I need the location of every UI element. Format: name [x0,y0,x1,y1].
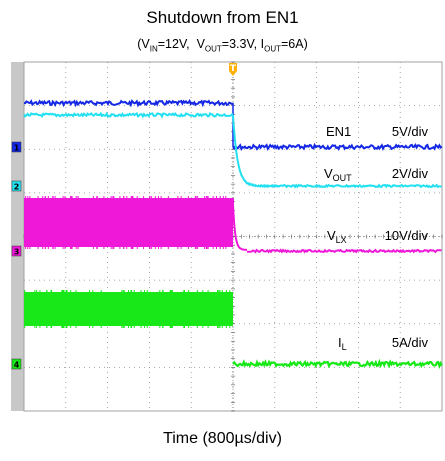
subtitle-vout-value: =3.3V, [221,37,258,51]
channel-name-2: VOUT [324,166,352,183]
channel-name-subscript: LX [336,235,347,245]
channel-name-symbol: V [327,228,336,243]
channel-name-3: VLX [327,228,347,245]
trace-vout-high [23,111,234,119]
subtitle-iout-value: =6A) [281,37,308,51]
subtitle-vin-symbol: V [141,37,150,51]
channel-name-subscript: L [342,342,347,352]
chart-subtitle: (VIN=12V, VOUT=3.3V, IOUT=6A) [0,37,445,54]
channel-strip [11,62,24,411]
channel-name-subscript: OUT [333,173,353,183]
channel-scale-3: 10V/div [385,228,429,243]
channel-scale-4: 5A/div [392,335,429,350]
channel-marker-1 [11,141,22,153]
channel-marker-3 [11,245,22,257]
subtitle-iout-symbol: I [260,37,265,51]
trace-il-zero [232,358,443,369]
channel-marker-label-3: 3 [14,248,20,257]
chart-title: Shutdown from EN1 [146,8,299,27]
channel-name-4: IL [338,335,347,352]
trigger-marker-label: T [230,64,237,74]
channel-scale-1: 5V/div [392,124,429,139]
x-axis-label: Time (800µs/div) [163,430,282,447]
channel-marker-2 [11,180,22,192]
channel-name-1: EN1 [326,124,351,139]
channel-marker-4 [11,358,22,370]
channel-scale-2: 2V/div [392,166,429,181]
channel-name-symbol: EN1 [326,124,351,139]
trace-vlx-switching [24,198,233,247]
channel-marker-label-2: 2 [14,183,20,192]
trace-en1-high [23,98,234,108]
subtitle-vout-subscript: OUT [204,44,222,54]
channel-marker-label-4: 4 [14,361,20,370]
trace-en1-low [232,142,443,152]
trace-vout-decay [232,115,284,189]
trace-vlx-decay [232,198,247,251]
channel-name-symbol: I [338,335,342,350]
trace-vlx-low [246,248,442,254]
subtitle-vin-subscript: IN [149,44,158,54]
trace-vout-low [282,183,442,189]
trigger-marker [229,63,237,76]
subtitle-vout-symbol: V [196,37,205,51]
channel-name-symbol: V [324,166,333,181]
subtitle-vin-value: =12V, [157,37,190,51]
subtitle-iout-subscript: OUT [264,44,281,54]
subtitle-open: ( [137,37,142,51]
channel-marker-label-1: 1 [14,144,20,153]
